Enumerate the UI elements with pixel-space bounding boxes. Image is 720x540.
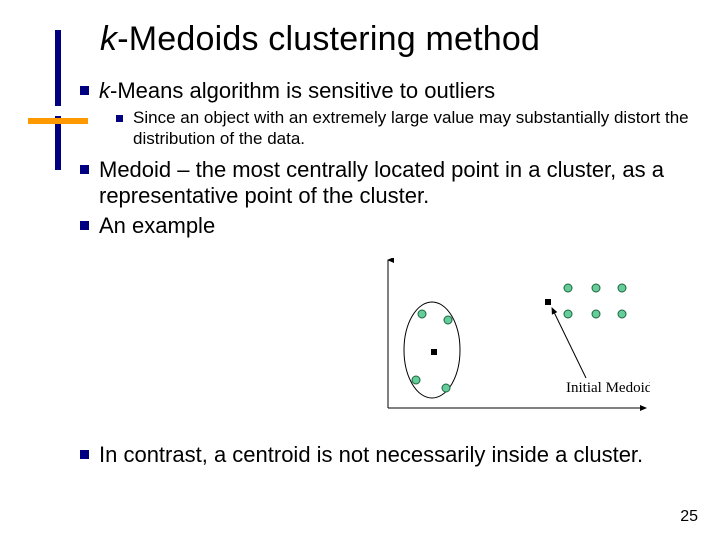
bullet-lvl1: Medoid – the most centrally located poin… (80, 157, 690, 209)
bullet-square-icon (80, 86, 89, 95)
bullet-lvl2: Since an object with an extremely large … (116, 108, 690, 149)
example-scatter-chart: Initial Medoids (330, 258, 650, 428)
medoid-marker (545, 299, 551, 305)
bullet-square-icon (116, 115, 123, 122)
medoid-marker (431, 349, 437, 355)
bullet-lvl1: An example (80, 213, 690, 239)
body-region-final: In contrast, a centroid is not necessari… (80, 442, 690, 472)
bullet-text: k-Means algorithm is sensitive to outlie… (99, 78, 495, 104)
chart-label: Initial Medoids (566, 380, 650, 396)
page-number: 25 (680, 508, 698, 526)
chart-svg: Initial Medoids (330, 258, 650, 428)
bullet-text: Medoid – the most centrally located poin… (99, 157, 690, 209)
italic-prefix: k (99, 78, 110, 103)
bullet-lvl1: k-Means algorithm is sensitive to outlie… (80, 78, 690, 104)
data-point (412, 376, 420, 384)
bullet-square-icon (80, 450, 89, 459)
data-point (442, 384, 450, 392)
slide: k-Medoids clustering method k-Means algo… (0, 0, 720, 540)
annotation-arrow (552, 308, 586, 378)
slide-title: k-Medoids clustering method (100, 20, 690, 59)
bullet-text: Since an object with an extremely large … (133, 108, 690, 149)
data-point (618, 310, 626, 318)
bullet-square-icon (80, 165, 89, 174)
data-point (564, 310, 572, 318)
body-region: k-Means algorithm is sensitive to outlie… (80, 78, 690, 243)
data-point (618, 284, 626, 292)
accent-gap (52, 106, 64, 116)
data-point (592, 310, 600, 318)
data-point (592, 284, 600, 292)
bullet-square-icon (80, 221, 89, 230)
bullet-text: In contrast, a centroid is not necessari… (99, 442, 643, 468)
accent-vertical-bar (55, 30, 61, 170)
title-italic-part: k (100, 20, 117, 58)
data-point (418, 310, 426, 318)
bullet-text: An example (99, 213, 215, 239)
bullet-lvl1: In contrast, a centroid is not necessari… (80, 442, 690, 468)
accent-horizontal-bar (28, 118, 88, 124)
title-rest: -Medoids clustering method (117, 20, 540, 58)
data-point (564, 284, 572, 292)
data-point (444, 316, 452, 324)
bullet-text-span: -Means algorithm is sensitive to outlier… (110, 78, 495, 103)
